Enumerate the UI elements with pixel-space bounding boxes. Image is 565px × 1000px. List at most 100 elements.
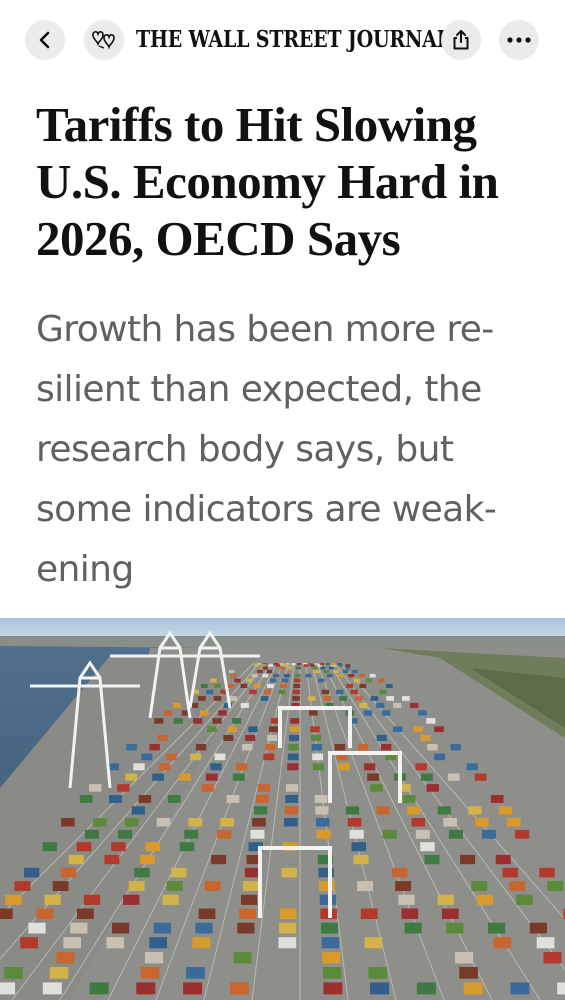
container-stack bbox=[223, 734, 234, 741]
container-stack bbox=[293, 683, 301, 688]
container-stack bbox=[270, 718, 280, 724]
container-stack bbox=[354, 696, 363, 701]
container-stack bbox=[317, 664, 323, 667]
container-stack bbox=[244, 867, 261, 878]
container-stack bbox=[287, 666, 293, 670]
container-stack bbox=[256, 663, 261, 666]
container-stack bbox=[136, 982, 156, 995]
share-button[interactable] bbox=[441, 20, 481, 60]
container-stack bbox=[36, 908, 54, 919]
dek-line: silient than expected, the bbox=[36, 369, 482, 410]
container-stack bbox=[117, 784, 130, 792]
container-stack bbox=[257, 784, 271, 792]
container-stack bbox=[207, 726, 217, 733]
container-stack bbox=[468, 806, 482, 815]
container-stack bbox=[320, 666, 326, 670]
container-stack bbox=[490, 795, 504, 803]
container-stack bbox=[278, 937, 297, 949]
container-stack bbox=[443, 818, 457, 827]
container-stack bbox=[230, 673, 237, 678]
container-stack bbox=[338, 664, 344, 667]
container-stack bbox=[262, 663, 267, 666]
container-stack bbox=[404, 922, 422, 934]
container-stack bbox=[281, 867, 297, 878]
container-stack bbox=[379, 689, 387, 695]
container-stack bbox=[369, 673, 376, 678]
container-stack bbox=[317, 854, 333, 865]
container-stack bbox=[323, 669, 330, 674]
container-stack bbox=[242, 744, 253, 751]
container-stack bbox=[285, 663, 290, 666]
container-stack bbox=[167, 795, 181, 803]
container-stack bbox=[381, 710, 391, 716]
container-stack bbox=[257, 669, 263, 674]
container-stack bbox=[455, 952, 474, 964]
container-stack bbox=[360, 908, 378, 919]
container-stack bbox=[424, 854, 440, 865]
chevron-left-icon bbox=[39, 31, 50, 49]
container-stack bbox=[220, 818, 234, 827]
container-stack bbox=[529, 922, 547, 934]
container-stack bbox=[382, 829, 397, 839]
container-stack bbox=[349, 829, 364, 839]
container-stack bbox=[228, 669, 235, 674]
container-stack bbox=[385, 753, 397, 761]
more-button[interactable] bbox=[499, 20, 539, 60]
container-stack bbox=[249, 689, 257, 695]
dek-line: ening bbox=[36, 549, 134, 590]
wsj-logo-button[interactable] bbox=[84, 20, 124, 60]
container-stack bbox=[386, 696, 394, 701]
container-stack bbox=[322, 952, 341, 964]
container-stack bbox=[395, 881, 412, 891]
container-stack bbox=[284, 806, 298, 815]
container-stack bbox=[311, 744, 322, 751]
container-stack bbox=[321, 937, 340, 949]
container-stack bbox=[338, 763, 350, 771]
container-stack bbox=[68, 854, 84, 865]
container-stack bbox=[475, 818, 489, 827]
container-stack bbox=[337, 663, 342, 666]
container-stack bbox=[157, 734, 168, 741]
container-stack bbox=[0, 982, 16, 995]
container-stack bbox=[213, 696, 222, 701]
container-stack bbox=[314, 795, 328, 803]
container-stack bbox=[63, 937, 81, 949]
dek-line: some indicators are weak- bbox=[36, 489, 497, 530]
container-stack bbox=[392, 867, 408, 878]
container-stack bbox=[279, 663, 284, 666]
container-stack bbox=[348, 718, 358, 724]
container-stack bbox=[563, 908, 565, 919]
container-stack bbox=[353, 854, 369, 865]
container-stack bbox=[312, 753, 324, 761]
container-stack bbox=[303, 664, 309, 667]
container-stack bbox=[307, 696, 316, 701]
container-stack bbox=[89, 784, 102, 792]
container-stack bbox=[509, 881, 526, 891]
container-stack bbox=[123, 894, 140, 905]
container-stack bbox=[325, 663, 330, 666]
container-stack bbox=[200, 710, 209, 716]
container-stack bbox=[153, 922, 171, 934]
container-stack bbox=[416, 982, 436, 995]
container-stack bbox=[250, 829, 265, 839]
container-stack bbox=[279, 908, 297, 919]
container-stack bbox=[206, 689, 214, 695]
container-stack bbox=[60, 867, 77, 878]
article-hero-image[interactable] bbox=[0, 618, 565, 1000]
yard-gantry bbox=[278, 706, 352, 748]
container-stack bbox=[220, 689, 228, 695]
container-stack bbox=[214, 683, 221, 688]
container-stack bbox=[260, 696, 269, 701]
container-stack bbox=[275, 664, 281, 667]
container-stack bbox=[193, 718, 203, 724]
back-button[interactable] bbox=[25, 20, 65, 60]
container-stack bbox=[229, 982, 249, 995]
wsj-logo-icon bbox=[92, 31, 115, 50]
container-stack bbox=[23, 867, 40, 878]
container-stack bbox=[93, 818, 107, 827]
container-stack bbox=[195, 922, 213, 934]
container-stack bbox=[385, 683, 393, 688]
container-stack bbox=[253, 683, 261, 688]
yard-lane bbox=[316, 662, 445, 1000]
container-stack bbox=[346, 683, 353, 688]
